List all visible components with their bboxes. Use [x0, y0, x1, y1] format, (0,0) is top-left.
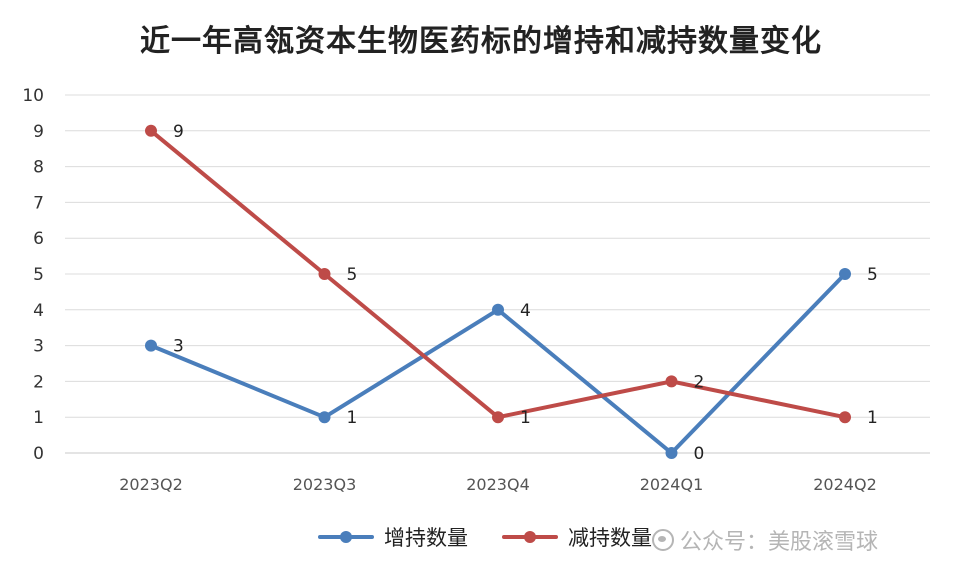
data-label: 3 — [173, 337, 184, 357]
grid-layer — [65, 94, 930, 454]
data-label: 5 — [347, 265, 358, 285]
legend: 增持数量 减持数量 — [318, 520, 652, 554]
x-tick-label: 2024Q2 — [813, 475, 877, 494]
y-tick-label: 3 — [33, 337, 44, 357]
data-point — [318, 411, 331, 424]
x-tick-label: 2024Q1 — [640, 475, 704, 494]
y-tick-label: 7 — [33, 193, 44, 213]
series-layer — [145, 124, 851, 459]
x-tick-label: 2023Q2 — [119, 475, 183, 494]
watermark-logo-icon — [652, 529, 674, 551]
y-tick-label: 4 — [33, 301, 44, 321]
data-point — [665, 447, 678, 459]
data-label: 5 — [867, 265, 878, 285]
chart-title: 近一年高瓴资本生物医药标的增持和减持数量变化 — [140, 24, 822, 59]
legend-label-increase: 增持数量 — [384, 526, 468, 550]
data-point — [665, 375, 678, 388]
x-tick-layer: 2023Q2 2023Q3 2023Q4 2024Q1 2024Q2 — [119, 475, 877, 494]
data-point — [839, 411, 851, 424]
legend-swatch-decrease — [502, 531, 558, 543]
series-line-0 — [149, 272, 847, 455]
data-label-layer: 3 1 4 0 5 9 5 1 2 1 — [173, 122, 878, 464]
y-tick-label: 0 — [33, 444, 44, 464]
y-tick-layer: 0 1 2 3 4 5 6 7 8 9 10 — [22, 86, 44, 464]
data-label: 2 — [694, 372, 705, 392]
data-label: 1 — [520, 408, 531, 428]
y-tick-label: 10 — [22, 86, 44, 106]
legend-item-increase: 增持数量 — [318, 522, 468, 552]
data-point — [318, 268, 331, 280]
data-point — [839, 268, 851, 280]
data-point — [492, 411, 504, 424]
y-tick-label: 1 — [33, 408, 44, 428]
y-tick-label: 5 — [33, 265, 44, 285]
x-tick-label: 2023Q4 — [466, 475, 530, 494]
watermark: 公众号：美股滚雪球 — [652, 524, 878, 556]
y-tick-label: 9 — [33, 122, 44, 142]
data-point — [145, 339, 157, 352]
data-label: 0 — [694, 444, 705, 464]
legend-label-decrease: 减持数量 — [568, 526, 652, 550]
legend-item-decrease: 减持数量 — [502, 522, 652, 552]
y-tick-label: 2 — [33, 372, 44, 392]
x-tick-label: 2023Q3 — [293, 475, 357, 494]
data-point — [145, 124, 157, 137]
watermark-text: 公众号：美股滚雪球 — [680, 530, 879, 555]
data-label: 4 — [520, 301, 531, 321]
legend-swatch-increase — [318, 531, 374, 543]
data-point — [492, 303, 504, 316]
y-tick-label: 6 — [33, 229, 44, 249]
data-label: 9 — [173, 122, 184, 142]
y-tick-label: 8 — [33, 158, 44, 178]
data-label: 1 — [867, 408, 878, 428]
data-label: 1 — [347, 408, 358, 428]
